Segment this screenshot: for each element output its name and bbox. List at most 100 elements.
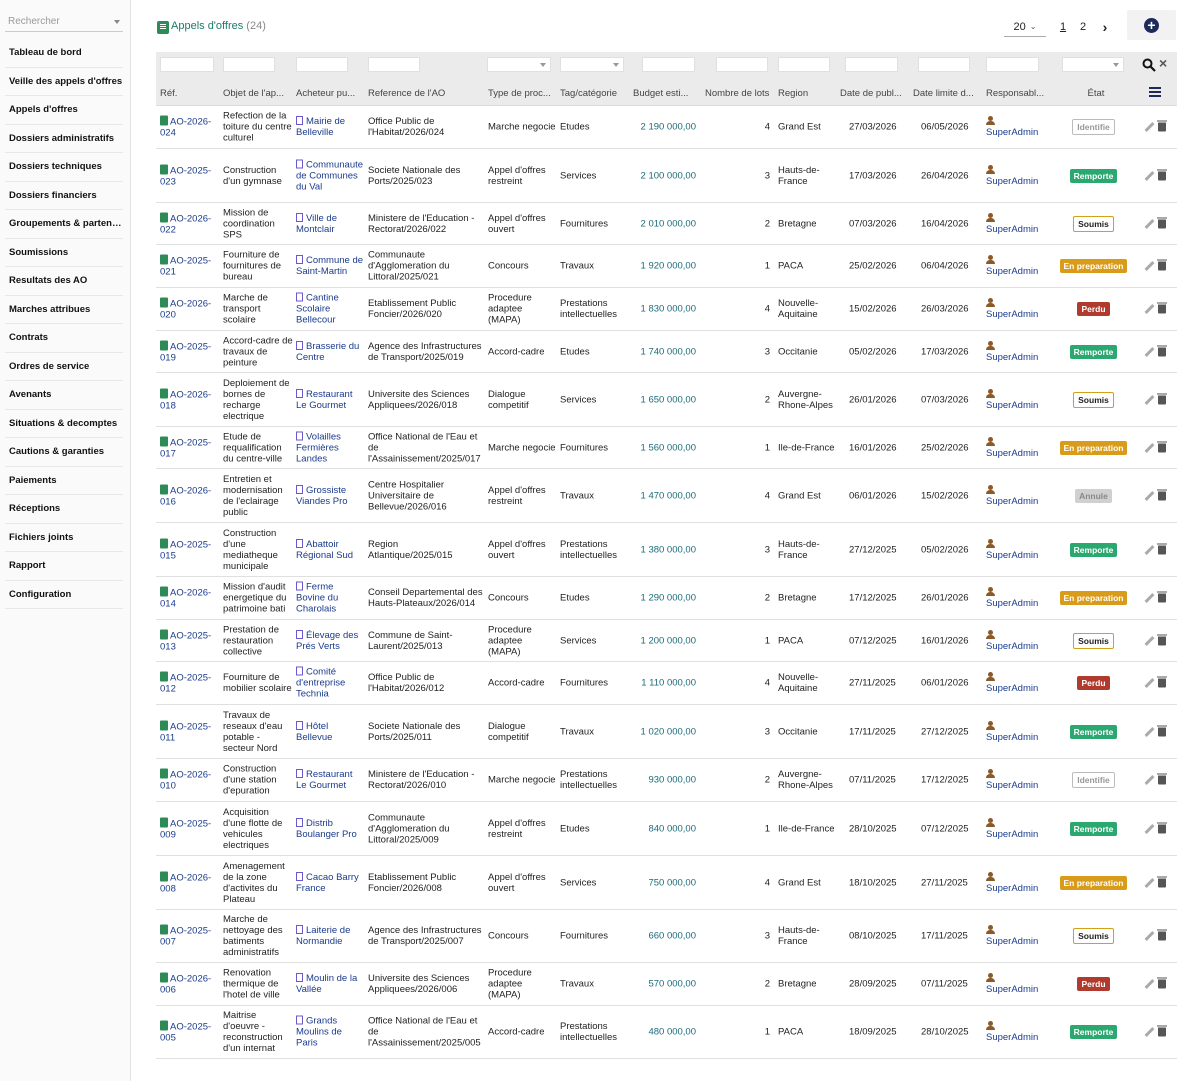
ref-link[interactable]: AO-2025-015 (160, 538, 218, 561)
column-header-type[interactable]: Type de proc... (488, 88, 551, 99)
ref-link[interactable]: AO-2026-018 (160, 388, 218, 411)
acheteur-link[interactable]: Ville de Montclair (296, 212, 364, 235)
acheteur-link[interactable]: Restaurant Le Gourmet (296, 769, 364, 791)
trash-icon[interactable] (1157, 725, 1167, 736)
edit-icon[interactable] (1145, 305, 1154, 314)
sidebar-item-groupements-partenaires[interactable]: Groupements & partenaires (5, 210, 123, 239)
sidebar-item-dossiers-administratifs[interactable]: Dossiers administratifs (5, 125, 123, 153)
edit-icon[interactable] (1145, 171, 1154, 180)
responsable-link[interactable]: SuperAdmin (986, 587, 1048, 609)
responsable-link[interactable]: SuperAdmin (986, 164, 1048, 187)
trash-icon[interactable] (1157, 591, 1167, 603)
sidebar-item-configuration[interactable]: Configuration (5, 581, 123, 609)
edit-icon[interactable] (1145, 443, 1154, 452)
filter-region[interactable] (778, 57, 830, 72)
edit-icon[interactable] (1145, 123, 1154, 132)
edit-icon[interactable] (1145, 262, 1154, 271)
acheteur-link[interactable]: Commune de Saint-Martin (296, 255, 364, 277)
table-row[interactable]: AO-2026-006 Renovation thermique de l'hot… (156, 963, 1177, 1006)
sidebar-item-tableau-de-bord[interactable]: Tableau de bord (5, 39, 123, 68)
responsable-link[interactable]: SuperAdmin (986, 720, 1048, 743)
edit-icon[interactable] (1145, 545, 1154, 554)
trash-icon[interactable] (1157, 441, 1167, 452)
filter-etat-select[interactable] (1062, 57, 1124, 72)
sidebar-search-input[interactable]: Rechercher (5, 12, 123, 32)
sidebar-item-paiements[interactable]: Paiements (5, 467, 123, 495)
table-row[interactable]: AO-2025-017 Etude de requalification du c… (156, 427, 1177, 469)
table-row[interactable]: AO-2025-015 Construction d'une mediathequ… (156, 523, 1177, 577)
acheteur-link[interactable]: Ferme Bovine du Charolais (296, 581, 364, 615)
sidebar-item-rapport[interactable]: Rapport (5, 552, 123, 581)
column-header-budget[interactable]: Budget esti... (633, 88, 689, 99)
trash-icon[interactable] (1157, 676, 1167, 688)
edit-icon[interactable] (1145, 679, 1154, 688)
column-header-objet[interactable]: Objet de l'ap... (223, 88, 284, 99)
edit-icon[interactable] (1145, 932, 1154, 941)
acheteur-link[interactable]: Volailles Fermières Landes (296, 431, 364, 464)
trash-icon[interactable] (1157, 773, 1167, 785)
list-icon[interactable] (1149, 87, 1161, 97)
responsable-link[interactable]: SuperAdmin (986, 769, 1048, 791)
acheteur-link[interactable]: Distrib Boulanger Pro (296, 817, 364, 840)
trash-icon[interactable] (1157, 345, 1167, 356)
responsable-link[interactable]: SuperAdmin (986, 212, 1048, 235)
filter-lots[interactable] (716, 57, 768, 72)
sidebar-item-ordres-de-service[interactable]: Ordres de service (5, 353, 123, 381)
table-row[interactable]: AO-2025-009 Acquisition d'une flotte de v… (156, 802, 1177, 856)
responsable-link[interactable]: SuperAdmin (986, 298, 1048, 320)
page-title[interactable]: Appels d'offres (24) (171, 20, 266, 32)
responsable-link[interactable]: SuperAdmin (986, 871, 1048, 894)
table-row[interactable]: AO-2025-012 Fourniture de mobilier scolai… (156, 662, 1177, 705)
acheteur-link[interactable]: Grands Moulins de Paris (296, 1015, 364, 1049)
ref-link[interactable]: AO-2026-008 (160, 871, 218, 894)
ref-link[interactable]: AO-2025-011 (160, 720, 218, 743)
trash-icon[interactable] (1157, 929, 1167, 941)
ref-link[interactable]: AO-2026-016 (160, 484, 218, 507)
acheteur-link[interactable]: Élevage des Prés Verts (296, 629, 364, 652)
trash-icon[interactable] (1157, 217, 1167, 228)
ref-link[interactable]: AO-2025-007 (160, 924, 218, 948)
column-header-etat[interactable]: État (1087, 88, 1105, 99)
sidebar-item-appels-d-offres[interactable]: Appels d'offres (5, 96, 123, 125)
responsable-link[interactable]: SuperAdmin (986, 388, 1048, 411)
trash-icon[interactable] (1157, 169, 1167, 180)
column-header-resp[interactable]: Responsabl... (986, 88, 1045, 99)
trash-icon[interactable] (1157, 259, 1167, 271)
sidebar-item-resultats-des-ao[interactable]: Resultats des AO (5, 267, 123, 296)
sidebar-item-dossiers-financiers[interactable]: Dossiers financiers (5, 182, 123, 210)
sidebar-item-dossiers-techniques[interactable]: Dossiers techniques (5, 153, 123, 182)
sidebar-item-cautions-garanties[interactable]: Cautions & garanties (5, 438, 123, 467)
edit-icon[interactable] (1145, 395, 1154, 404)
responsable-link[interactable]: SuperAdmin (986, 629, 1048, 652)
close-icon[interactable]: × (1159, 55, 1168, 71)
filter-resp[interactable] (986, 57, 1039, 72)
responsable-link[interactable]: SuperAdmin (986, 484, 1048, 507)
trash-icon[interactable] (1157, 977, 1167, 989)
ref-link[interactable]: AO-2025-013 (160, 629, 218, 652)
edit-icon[interactable] (1145, 491, 1154, 500)
trash-icon[interactable] (1157, 876, 1167, 887)
table-row[interactable]: AO-2026-022 Mission de coordination SPS Vi… (156, 203, 1177, 245)
edit-icon[interactable] (1145, 878, 1154, 887)
responsable-link[interactable]: SuperAdmin (986, 340, 1048, 363)
edit-icon[interactable] (1145, 824, 1154, 833)
sidebar-item-veille-des-appels-d-offres[interactable]: Veille des appels d'offres (5, 68, 123, 96)
acheteur-link[interactable]: Cantine Scolaire Bellecour (296, 292, 364, 326)
edit-icon[interactable] (1145, 776, 1154, 785)
acheteur-link[interactable]: Communaute de Communes du Val (296, 159, 364, 192)
table-row[interactable]: AO-2025-023 Construction d'un gymnase Comm… (156, 149, 1177, 203)
ref-link[interactable]: AO-2026-010 (160, 768, 218, 792)
column-header-dlim[interactable]: Date limite d... (913, 88, 974, 99)
trash-icon[interactable] (1157, 634, 1167, 645)
acheteur-link[interactable]: Cacao Barry France (296, 871, 364, 894)
filter-dlim[interactable] (918, 57, 970, 72)
page-link-2[interactable]: 2 (1079, 21, 1087, 33)
table-row[interactable]: AO-2026-008 Amenagement de la zone d'acti… (156, 856, 1177, 910)
table-row[interactable]: AO-2026-016 Entretien et modernisation de… (156, 469, 1177, 523)
acheteur-link[interactable]: Abattoir Régional Sud (296, 538, 364, 561)
responsable-link[interactable]: SuperAdmin (986, 538, 1048, 561)
ref-link[interactable]: AO-2026-014 (160, 586, 218, 610)
edit-icon[interactable] (1145, 980, 1154, 989)
ref-link[interactable]: AO-2025-021 (160, 254, 218, 278)
edit-icon[interactable] (1145, 1028, 1154, 1037)
